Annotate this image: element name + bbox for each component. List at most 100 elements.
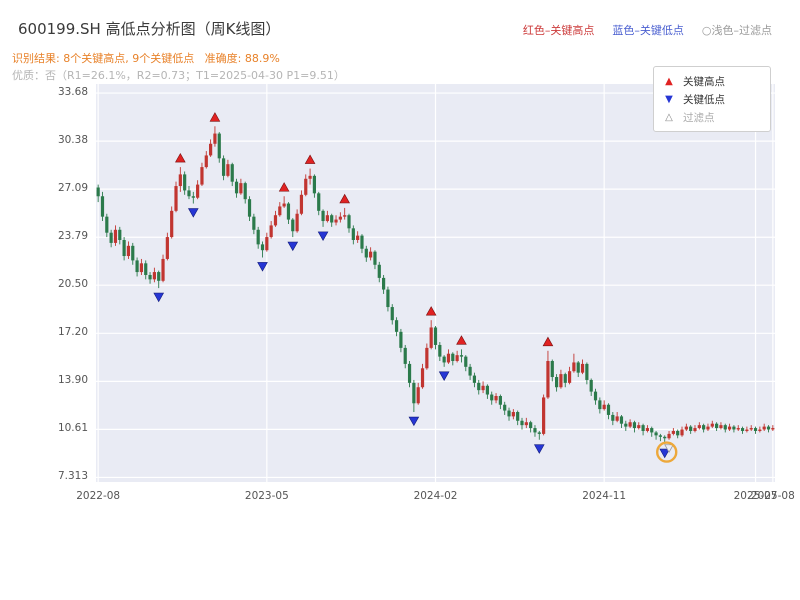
candle-body <box>516 412 520 421</box>
candle-body <box>702 425 706 430</box>
legend-label-filtered: 过滤点 <box>683 111 715 124</box>
recognition-result-text: 识别结果: 8个关键高点, 9个关键低点 准确度: 88.9% <box>12 52 280 65</box>
candle-body <box>567 371 572 383</box>
candle-body <box>217 133 221 159</box>
key-high-marker <box>209 112 221 122</box>
y-tick-label: 7.313 <box>57 470 88 483</box>
candle-body <box>144 263 148 275</box>
candle-body <box>667 433 671 439</box>
candle-body <box>386 289 390 308</box>
candle-body <box>645 428 650 431</box>
candle-body <box>563 374 567 383</box>
key-low-marker <box>659 448 671 459</box>
candle-body <box>126 245 131 257</box>
candle-body <box>243 183 247 200</box>
candle-body <box>615 416 619 421</box>
y-tick-label: 13.90 <box>57 374 88 387</box>
candle-body <box>291 219 295 232</box>
plot-area: ▲ 关键高点 ▼ 关键低点 △ 过滤点 <box>96 66 775 482</box>
candle-body <box>451 353 455 361</box>
y-tick-label: 20.50 <box>57 278 88 291</box>
candle-body <box>689 426 693 431</box>
candle-body <box>118 229 122 240</box>
candle-body <box>554 377 559 388</box>
candle-body <box>589 379 593 392</box>
candle-body <box>191 196 195 198</box>
candle-body <box>221 158 226 176</box>
candle-body <box>650 428 654 433</box>
candle-body <box>321 210 325 222</box>
y-tick-label: 23.79 <box>57 230 88 243</box>
key-high-triangle-icon: ▲ <box>665 75 673 87</box>
candle-body <box>369 251 373 258</box>
candle-body <box>503 404 507 411</box>
candle-body <box>771 428 775 430</box>
x-tick-label: 2025-07 <box>733 490 778 502</box>
candle-body <box>304 178 308 195</box>
candle-body <box>676 430 680 436</box>
candle-body <box>710 423 714 427</box>
candle-body <box>546 360 550 398</box>
candle-body <box>360 235 364 249</box>
header-legend: 红色–关键高点 蓝色–关键低点 ○浅色–过滤点 <box>523 22 772 38</box>
candle-body <box>100 196 105 217</box>
candle-body <box>485 385 489 395</box>
candle-body <box>412 382 416 404</box>
candle-body <box>511 412 515 417</box>
candle-body <box>632 422 637 429</box>
candle-body <box>204 155 208 168</box>
candle-body <box>542 397 546 434</box>
candle-body <box>347 215 351 229</box>
key-low-marker <box>533 444 545 454</box>
x-tick-label: 2024-11 <box>582 490 627 502</box>
legend-label-key-high: 关键高点 <box>683 75 725 88</box>
candle-body <box>611 414 615 421</box>
candle-body <box>697 425 701 429</box>
candle-body <box>464 356 468 367</box>
chart-title: 600199.SH 高低点分析图（周K线图） <box>18 20 281 38</box>
candle-body <box>96 187 100 197</box>
candle-body <box>399 331 403 348</box>
plot-legend: ▲ 关键高点 ▼ 关键低点 △ 过滤点 <box>653 66 771 132</box>
candle-body <box>105 216 109 233</box>
header-legend-filtered: ○浅色–过滤点 <box>701 24 772 37</box>
y-tick-label: 30.38 <box>57 134 88 147</box>
candle-body <box>719 425 723 429</box>
candle-body <box>637 425 641 429</box>
candle-body <box>468 366 472 376</box>
candle-body <box>585 363 589 380</box>
candle-body <box>170 210 174 238</box>
filtered-marker <box>664 444 674 454</box>
candle-body <box>529 422 533 429</box>
candle-body <box>641 425 645 431</box>
candle-body <box>572 362 576 372</box>
candle-body <box>338 216 342 220</box>
key-low-marker <box>153 292 165 303</box>
candle-body <box>131 245 135 261</box>
candle-body <box>308 175 312 179</box>
candle-body <box>394 320 399 332</box>
candle-body <box>139 263 144 273</box>
highlight-circle <box>656 441 678 463</box>
candle-body <box>135 260 139 273</box>
candle-body <box>239 183 243 194</box>
candle-body <box>766 426 771 430</box>
candle-body <box>407 363 412 383</box>
candle-body <box>745 429 749 431</box>
candle-body <box>183 174 187 191</box>
key-high-marker <box>278 182 290 192</box>
candle-body <box>265 237 269 251</box>
candle-body <box>455 355 459 361</box>
candle-body <box>498 395 502 405</box>
candle-body <box>390 307 394 321</box>
candle-body <box>260 244 265 251</box>
key-low-marker <box>438 371 450 381</box>
candle-body <box>602 404 606 410</box>
candle-body <box>758 429 762 431</box>
candle-body <box>403 347 407 364</box>
candle-body <box>438 344 442 357</box>
candle-body <box>429 327 433 348</box>
candle-body <box>740 428 745 431</box>
candle-body <box>317 193 321 211</box>
